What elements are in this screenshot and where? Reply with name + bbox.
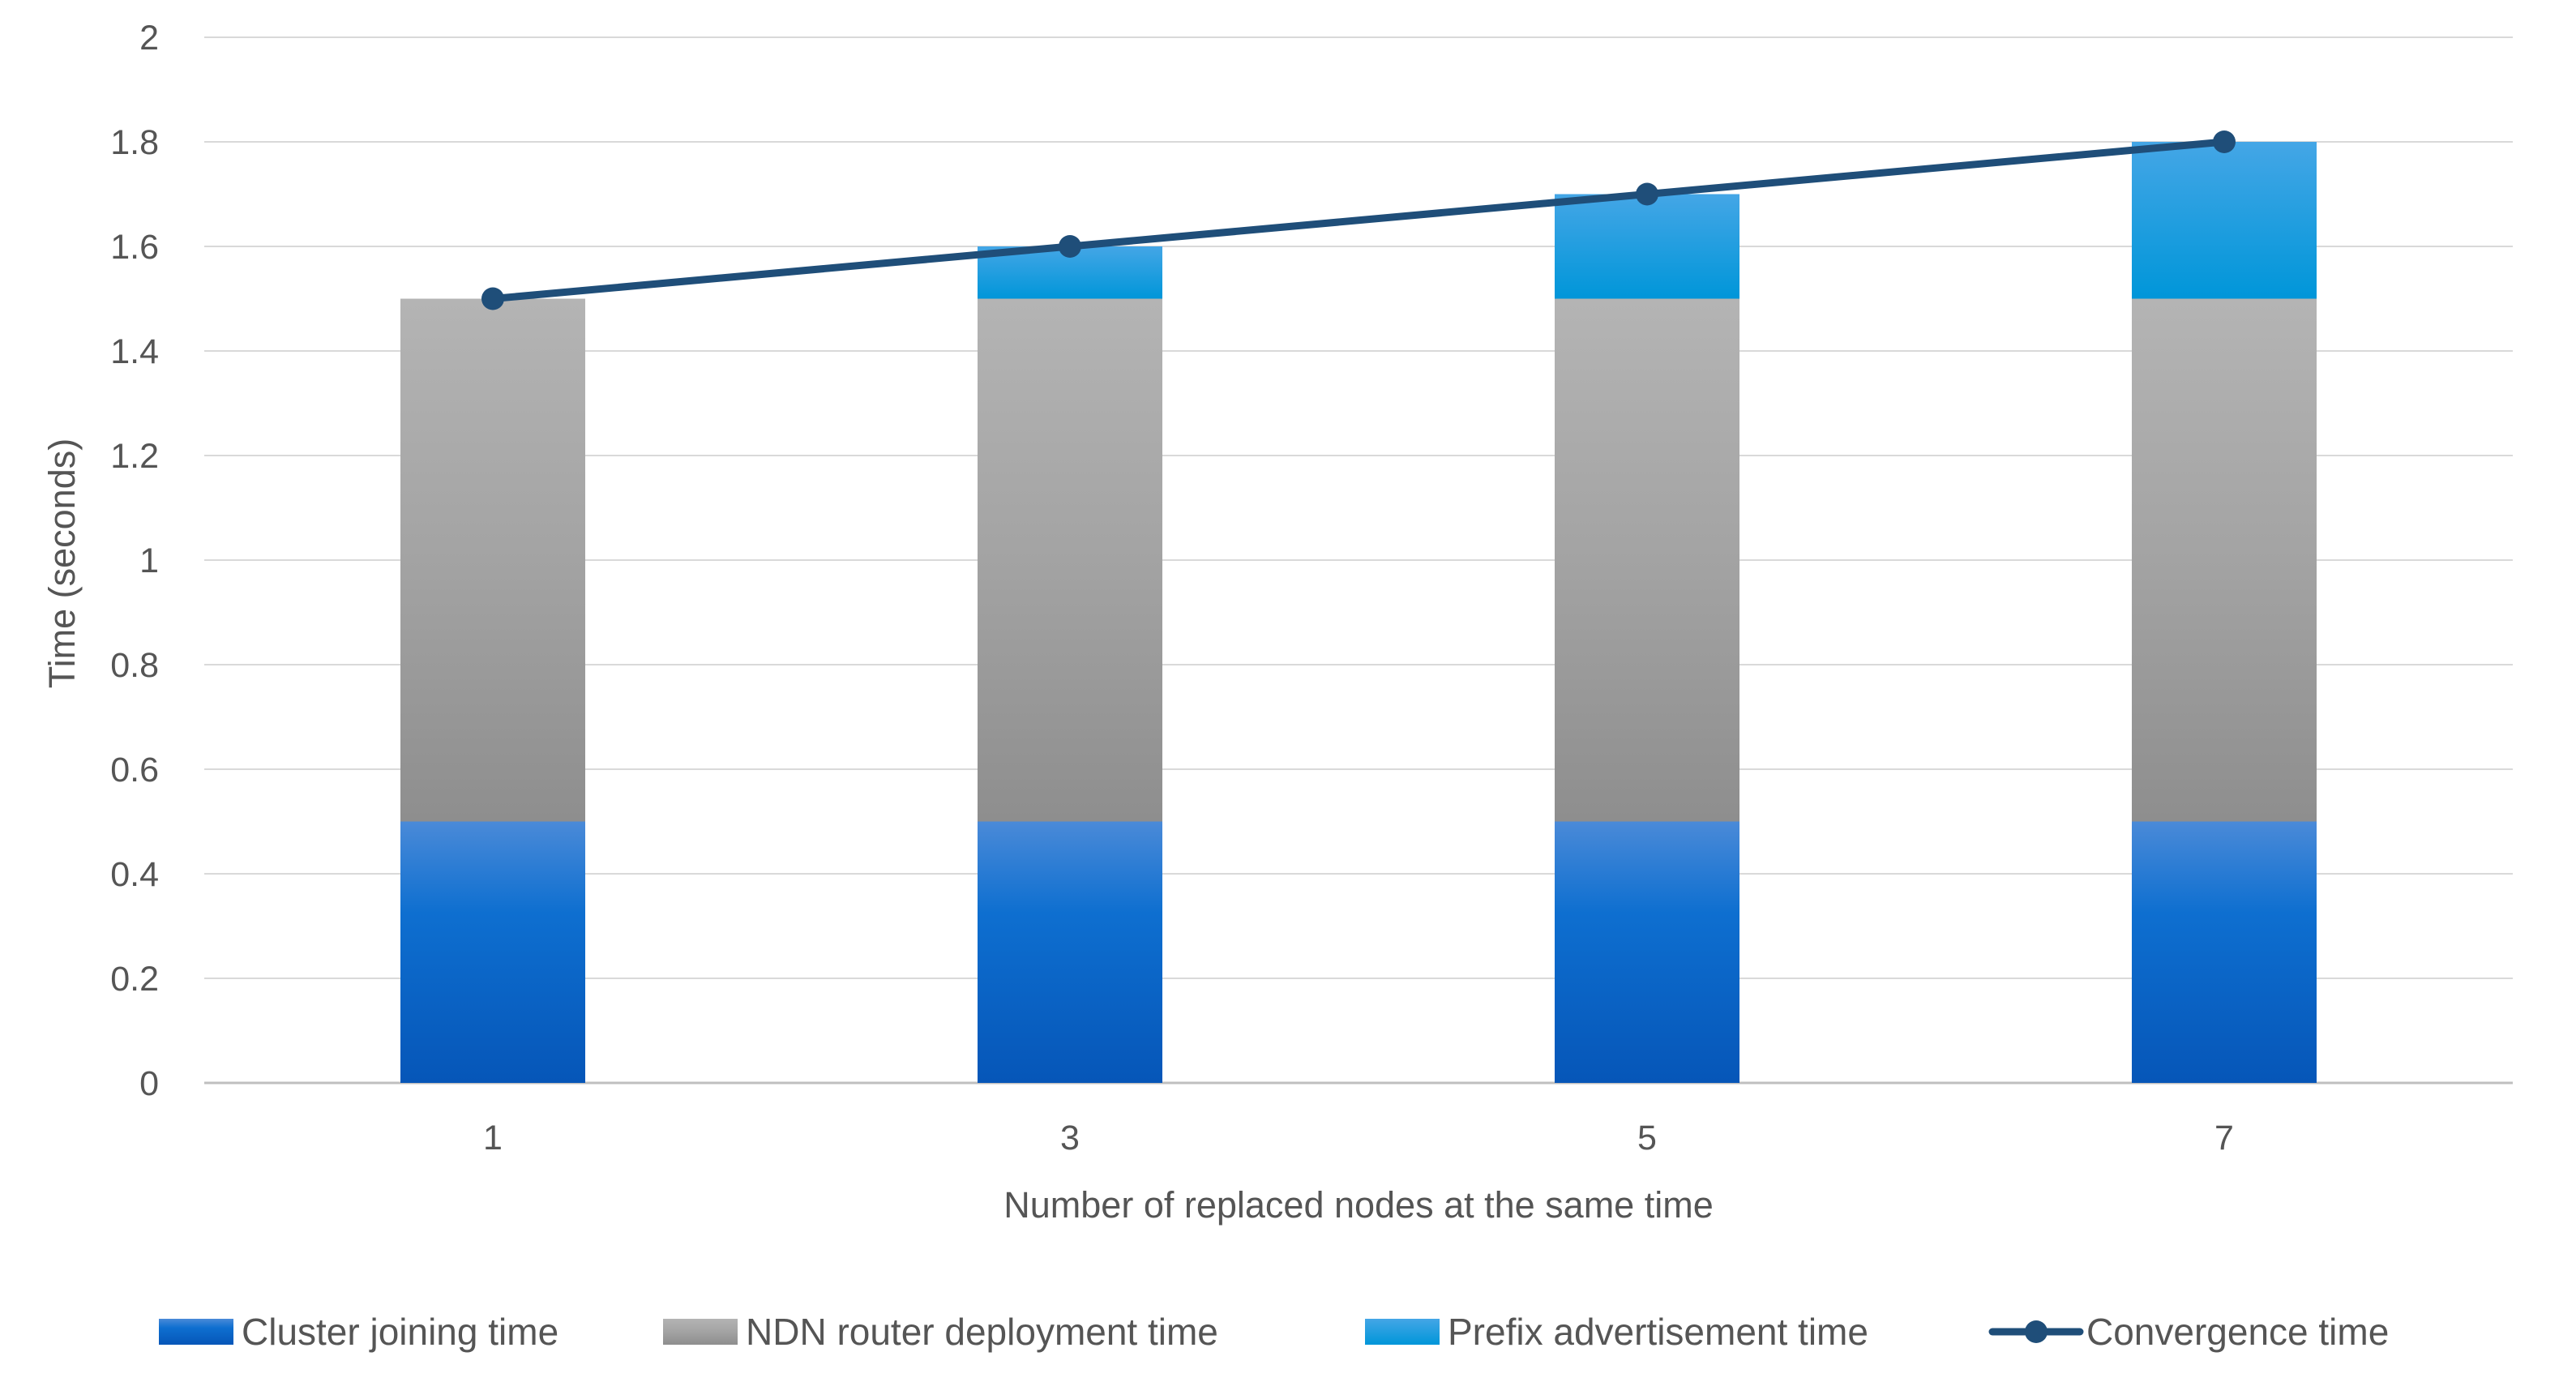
y-tick-label: 0.6 [110,751,159,789]
y-tick-label: 1.4 [110,332,159,371]
y-axis-title: Time (seconds) [41,439,83,688]
x-axis-title: Number of replaced nodes at the same tim… [1003,1184,1713,1226]
legend-label: NDN router deployment time [746,1311,1218,1353]
gridlines [204,36,2513,1085]
y-tick-label: 1.6 [110,228,159,267]
bar-ndn-router-deployment-time-3 [978,298,1162,822]
convergence-point-1 [481,287,504,310]
bar-ndn-router-deployment-time-7 [2132,298,2317,822]
y-tick-label: 2 [139,19,159,58]
y-axis-ticks: 0 0.2 0.4 0.6 0.8 1 1.2 1.4 1.6 1.8 2 [110,19,159,1103]
y-tick-label: 1.8 [110,123,159,162]
y-tick-label: 1 [139,541,159,580]
bar-prefix-advertisement-time-5 [1555,194,1739,299]
x-tick-label: 5 [1637,1119,1657,1157]
legend-marker [2025,1320,2048,1343]
convergence-time-line [489,138,2228,302]
y-tick-label: 0 [139,1064,159,1103]
bar-ndn-router-deployment-time-1 [400,298,585,822]
bar-cluster-joining-time-1 [400,821,585,1083]
y-tick-label: 0.4 [110,855,159,894]
y-tick-label: 0.2 [110,960,159,999]
legend: Cluster joining time NDN router deploymen… [159,1311,2389,1353]
x-tick-label: 7 [2214,1119,2234,1157]
bar-cluster-joining-time-5 [1555,821,1739,1083]
convergence-point-5 [1636,182,1658,206]
legend-label: Convergence time [2086,1311,2389,1353]
legend-swatch [663,1319,738,1345]
y-tick-label: 0.8 [110,646,159,685]
x-axis-ticks: 1 3 5 7 [483,1119,2234,1157]
convergence-line [481,130,2236,310]
legend-swatch [159,1319,233,1345]
bar-cluster-joining-time-7 [2132,821,2317,1083]
bar-ndn-router-deployment-time-5 [1555,298,1739,822]
convergence-point-3 [1059,235,1081,258]
x-tick-label: 1 [483,1119,503,1157]
legend-swatch [1365,1319,1440,1345]
bar-prefix-advertisement-time-7 [2132,142,2317,299]
y-tick-label: 1.2 [110,437,159,476]
x-tick-label: 3 [1060,1119,1080,1157]
bars [400,142,2317,1083]
convergence-point-7 [2213,130,2236,153]
bar-cluster-joining-time-3 [978,821,1162,1083]
legend-label: Cluster joining time [242,1311,558,1353]
legend-label: Prefix advertisement time [1448,1311,1868,1353]
